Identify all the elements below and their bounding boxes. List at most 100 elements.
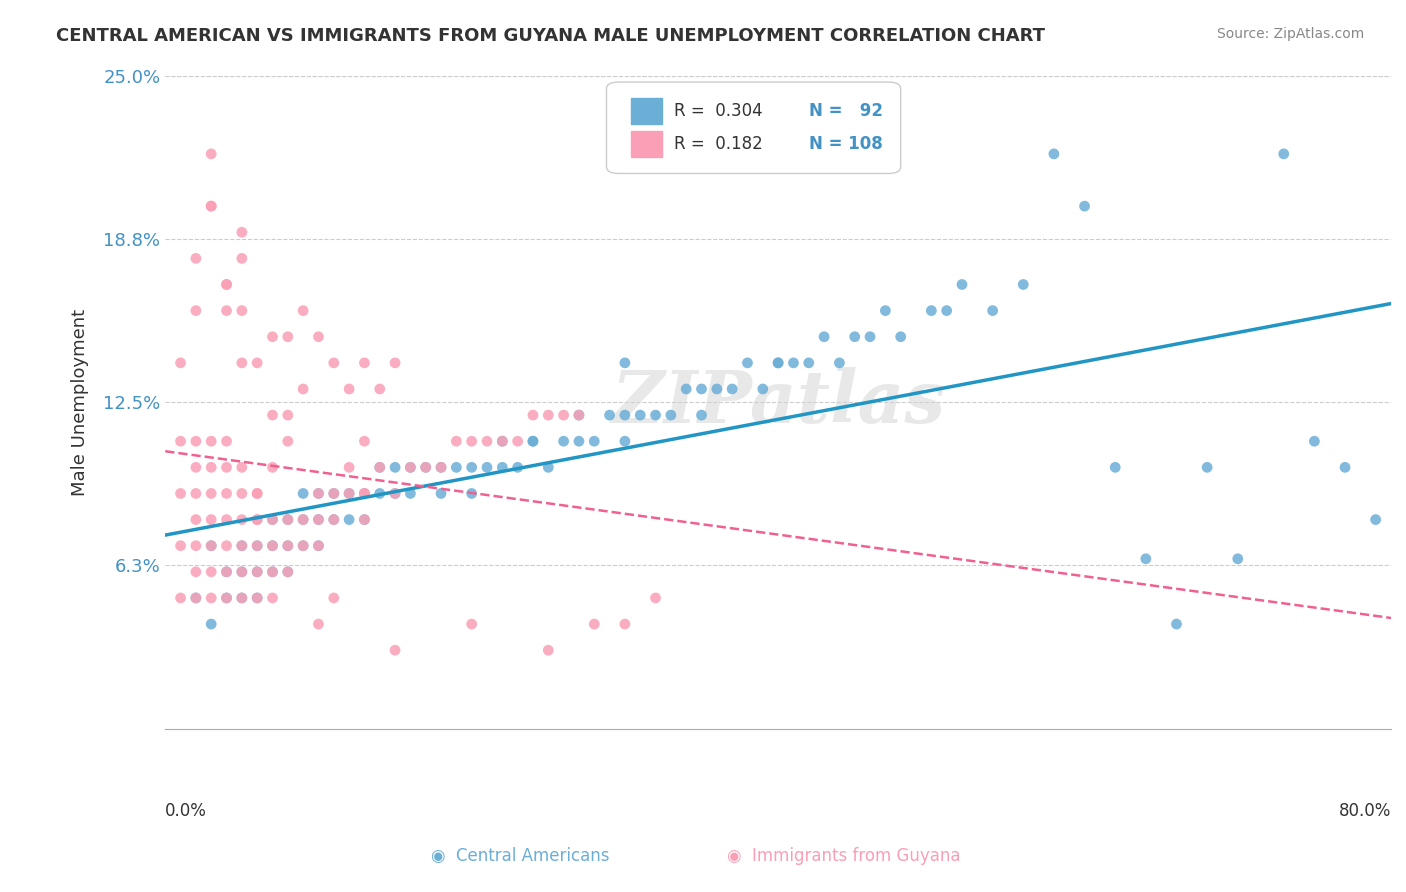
- Point: [460, 460, 482, 475]
- Point: [766, 356, 789, 370]
- Point: [875, 303, 897, 318]
- Point: [460, 486, 482, 500]
- Point: [537, 643, 560, 657]
- Point: [613, 434, 636, 449]
- Point: [262, 330, 284, 344]
- Point: [384, 643, 406, 657]
- Point: [706, 382, 728, 396]
- Text: 0.0%: 0.0%: [166, 802, 207, 820]
- Text: CENTRAL AMERICAN VS IMMIGRANTS FROM GUYANA MALE UNEMPLOYMENT CORRELATION CHART: CENTRAL AMERICAN VS IMMIGRANTS FROM GUYA…: [56, 27, 1045, 45]
- Point: [169, 591, 191, 605]
- Point: [522, 434, 544, 449]
- Point: [184, 252, 207, 266]
- Point: [215, 565, 238, 579]
- Point: [292, 539, 315, 553]
- Point: [277, 330, 299, 344]
- Bar: [631, 131, 662, 157]
- Point: [782, 356, 804, 370]
- Point: [231, 225, 253, 239]
- Point: [613, 617, 636, 632]
- Point: [553, 408, 575, 422]
- Point: [737, 356, 759, 370]
- Point: [292, 303, 315, 318]
- Point: [690, 408, 713, 422]
- Text: ◉  Immigrants from Guyana: ◉ Immigrants from Guyana: [727, 847, 960, 865]
- Point: [308, 512, 330, 526]
- Point: [1135, 551, 1157, 566]
- Point: [491, 434, 513, 449]
- Point: [200, 486, 222, 500]
- Point: [231, 356, 253, 370]
- Point: [491, 434, 513, 449]
- Point: [200, 199, 222, 213]
- Point: [200, 199, 222, 213]
- Point: [1012, 277, 1035, 292]
- Point: [950, 277, 973, 292]
- Point: [368, 382, 391, 396]
- Point: [246, 486, 269, 500]
- Point: [262, 460, 284, 475]
- Text: N = 108: N = 108: [808, 135, 883, 153]
- Point: [200, 512, 222, 526]
- Point: [353, 512, 375, 526]
- Point: [337, 486, 360, 500]
- Point: [644, 591, 666, 605]
- Point: [1334, 460, 1357, 475]
- Point: [200, 565, 222, 579]
- Point: [308, 486, 330, 500]
- Point: [1166, 617, 1188, 632]
- Point: [200, 539, 222, 553]
- Point: [246, 486, 269, 500]
- Point: [322, 512, 344, 526]
- Point: [262, 539, 284, 553]
- Point: [322, 356, 344, 370]
- Point: [184, 591, 207, 605]
- Point: [262, 565, 284, 579]
- Point: [415, 460, 437, 475]
- Point: [384, 486, 406, 500]
- Point: [200, 591, 222, 605]
- Point: [277, 565, 299, 579]
- Point: [277, 512, 299, 526]
- Point: [308, 539, 330, 553]
- Point: [215, 591, 238, 605]
- Point: [292, 382, 315, 396]
- Point: [553, 434, 575, 449]
- Point: [231, 591, 253, 605]
- Point: [1104, 460, 1126, 475]
- Point: [184, 565, 207, 579]
- Point: [215, 434, 238, 449]
- Point: [935, 303, 957, 318]
- Point: [353, 512, 375, 526]
- Point: [568, 408, 591, 422]
- Point: [583, 434, 606, 449]
- Point: [1226, 551, 1249, 566]
- Text: R =  0.182: R = 0.182: [673, 135, 762, 153]
- Point: [399, 486, 422, 500]
- Point: [353, 356, 375, 370]
- Point: [200, 617, 222, 632]
- Point: [215, 277, 238, 292]
- Point: [184, 539, 207, 553]
- Point: [215, 539, 238, 553]
- Y-axis label: Male Unemployment: Male Unemployment: [72, 309, 89, 496]
- Point: [231, 539, 253, 553]
- Point: [184, 591, 207, 605]
- Point: [430, 486, 453, 500]
- Point: [200, 460, 222, 475]
- Point: [460, 434, 482, 449]
- Point: [537, 460, 560, 475]
- Point: [1043, 147, 1066, 161]
- Point: [322, 486, 344, 500]
- Point: [1197, 460, 1219, 475]
- Point: [766, 356, 789, 370]
- Point: [353, 486, 375, 500]
- Point: [384, 356, 406, 370]
- Point: [231, 486, 253, 500]
- Point: [337, 382, 360, 396]
- Point: [231, 252, 253, 266]
- Point: [308, 486, 330, 500]
- Point: [277, 512, 299, 526]
- Point: [537, 408, 560, 422]
- Point: [752, 382, 775, 396]
